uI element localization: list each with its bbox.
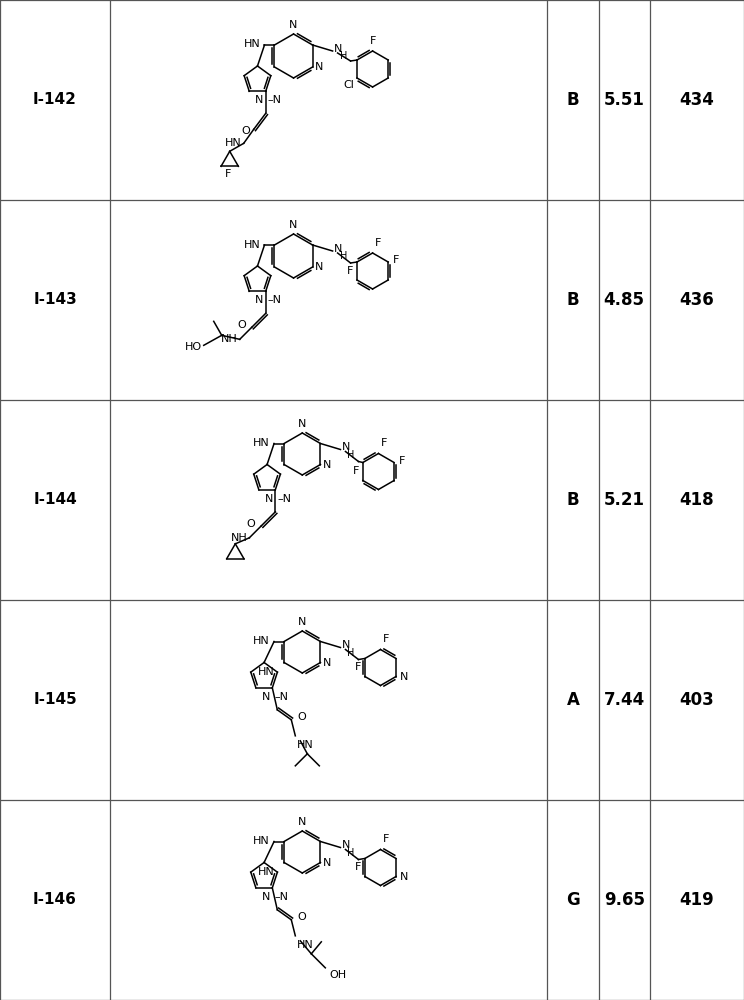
Text: N: N xyxy=(262,692,270,702)
Text: H: H xyxy=(347,450,355,460)
Text: 418: 418 xyxy=(679,491,714,509)
Text: B: B xyxy=(567,291,579,309)
Text: F: F xyxy=(347,266,353,276)
Text: 419: 419 xyxy=(679,891,714,909)
Text: N: N xyxy=(333,244,342,254)
Text: N: N xyxy=(322,857,331,867)
Text: F: F xyxy=(380,438,387,448)
Text: F: F xyxy=(370,36,376,46)
Text: N: N xyxy=(322,658,331,668)
Text: B: B xyxy=(567,491,579,509)
Text: HN: HN xyxy=(254,637,270,647)
Text: N: N xyxy=(298,817,307,827)
Text: F: F xyxy=(374,238,381,248)
Text: HN: HN xyxy=(225,138,242,148)
Text: I-143: I-143 xyxy=(33,292,77,308)
Text: N: N xyxy=(315,62,323,72)
Text: O: O xyxy=(246,519,255,529)
Text: –N: –N xyxy=(268,95,282,105)
Text: H: H xyxy=(339,251,347,261)
Text: G: G xyxy=(566,891,580,909)
Text: 4.85: 4.85 xyxy=(603,291,645,309)
Text: N: N xyxy=(315,262,323,272)
Text: F: F xyxy=(225,169,231,179)
Text: I-145: I-145 xyxy=(33,692,77,708)
Text: 9.65: 9.65 xyxy=(603,891,645,909)
Text: –N: –N xyxy=(275,892,289,902)
Text: HN: HN xyxy=(257,867,275,877)
Text: B: B xyxy=(567,91,579,109)
Text: F: F xyxy=(354,662,361,672)
Text: N: N xyxy=(341,840,350,850)
Text: H: H xyxy=(347,648,355,658)
Text: N: N xyxy=(298,617,307,627)
Text: 436: 436 xyxy=(679,291,714,309)
Text: 5.21: 5.21 xyxy=(603,491,645,509)
Text: N: N xyxy=(289,220,298,230)
Text: H: H xyxy=(347,848,355,857)
Text: NH: NH xyxy=(231,533,247,543)
Text: O: O xyxy=(298,712,306,722)
Text: NH: NH xyxy=(221,334,238,344)
Text: N: N xyxy=(255,95,263,105)
Text: HN: HN xyxy=(244,39,260,49)
Text: HN: HN xyxy=(244,240,260,250)
Text: O: O xyxy=(237,320,246,330)
Text: HN: HN xyxy=(254,836,270,846)
Text: F: F xyxy=(354,862,361,872)
Text: N: N xyxy=(289,20,298,30)
Text: H: H xyxy=(339,51,347,61)
Text: I-146: I-146 xyxy=(33,892,77,908)
Text: N: N xyxy=(400,672,408,682)
Text: N: N xyxy=(322,460,331,470)
Text: O: O xyxy=(241,126,250,136)
Text: N: N xyxy=(265,494,273,504)
Text: N: N xyxy=(255,295,263,305)
Text: N: N xyxy=(341,442,350,452)
Text: HO: HO xyxy=(185,342,202,352)
Text: 5.51: 5.51 xyxy=(604,91,644,109)
Text: N: N xyxy=(333,44,342,54)
Text: F: F xyxy=(382,635,389,645)
Text: N: N xyxy=(400,871,408,882)
Text: I-144: I-144 xyxy=(33,492,77,508)
Text: F: F xyxy=(399,456,405,466)
Text: O: O xyxy=(298,912,306,922)
Text: 434: 434 xyxy=(679,91,714,109)
Text: HN: HN xyxy=(257,667,275,677)
Text: –N: –N xyxy=(278,494,292,504)
Text: A: A xyxy=(566,691,580,709)
Text: F: F xyxy=(382,834,389,844)
Text: F: F xyxy=(353,466,359,477)
Text: HN: HN xyxy=(298,740,314,750)
Text: 403: 403 xyxy=(679,691,714,709)
Text: OH: OH xyxy=(330,970,347,980)
Text: HN: HN xyxy=(298,940,314,950)
Text: 7.44: 7.44 xyxy=(603,691,645,709)
Text: –N: –N xyxy=(275,692,289,702)
Text: Cl: Cl xyxy=(343,80,354,90)
Text: HN: HN xyxy=(254,438,270,448)
Text: N: N xyxy=(298,419,307,429)
Text: I-142: I-142 xyxy=(33,93,77,107)
Text: N: N xyxy=(341,641,350,650)
Text: F: F xyxy=(393,255,400,265)
Text: N: N xyxy=(262,892,270,902)
Text: –N: –N xyxy=(268,295,282,305)
